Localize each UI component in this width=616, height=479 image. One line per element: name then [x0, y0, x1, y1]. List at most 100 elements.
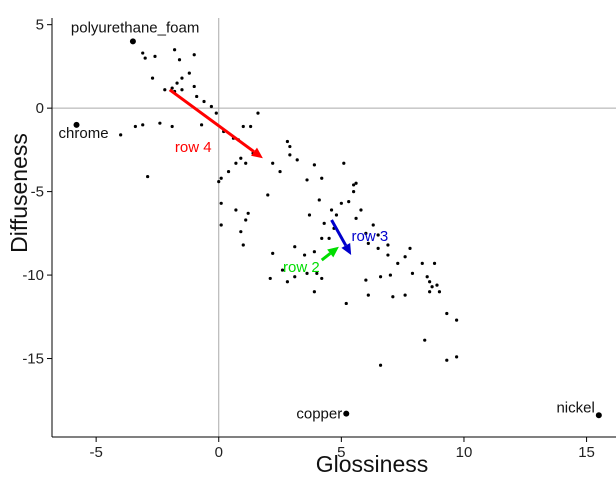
data-point — [329, 208, 334, 212]
data-point — [420, 261, 424, 265]
data-point — [312, 250, 316, 254]
labeled-point-marker — [343, 410, 350, 417]
data-point — [455, 355, 459, 359]
y-tick-label: 5 — [36, 17, 44, 34]
data-point — [388, 273, 392, 277]
data-point — [173, 48, 177, 52]
data-point — [322, 221, 326, 225]
data-point — [347, 200, 351, 204]
point-label: polyurethane_foam — [71, 19, 199, 36]
y-tick-label: -5 — [31, 184, 44, 201]
data-point — [435, 283, 439, 287]
data-point — [246, 211, 250, 215]
data-point — [199, 123, 204, 127]
data-point — [244, 161, 248, 165]
data-point — [428, 290, 432, 294]
data-point — [219, 176, 223, 180]
y-tick-label: -10 — [22, 267, 44, 284]
data-point — [376, 246, 380, 250]
data-point — [445, 311, 449, 316]
y-axis-title: Diffuseness — [6, 133, 32, 253]
x-tick-label: -5 — [89, 444, 102, 461]
data-point — [359, 208, 363, 212]
arrow-label: row 4 — [175, 139, 212, 156]
data-point — [293, 275, 297, 279]
data-point — [234, 161, 238, 165]
data-point — [352, 190, 356, 194]
labeled-point-marker — [129, 38, 136, 45]
data-point — [271, 251, 275, 255]
data-point — [315, 271, 319, 276]
data-point — [386, 243, 390, 247]
data-point — [278, 169, 282, 174]
data-point — [214, 111, 218, 115]
data-point — [177, 58, 182, 62]
x-tick-label: 15 — [578, 444, 595, 461]
data-point — [305, 178, 309, 182]
data-point — [288, 144, 292, 149]
data-point — [146, 174, 150, 179]
tick-labels: -5 0 5 10 15 5 0 -5 -10 -15 — [22, 17, 595, 461]
data-point — [219, 201, 223, 205]
data-point — [320, 276, 324, 281]
data-point — [430, 285, 434, 289]
arrow-label: row 2 — [283, 259, 320, 276]
arrow-head — [327, 246, 339, 258]
data-point — [153, 54, 157, 58]
data-point — [219, 223, 223, 227]
data-point — [371, 223, 375, 227]
data-point — [386, 253, 390, 257]
data-point — [408, 246, 412, 250]
data-point — [241, 124, 245, 129]
data-point — [285, 139, 290, 144]
data-point — [320, 176, 324, 180]
data-point — [170, 124, 174, 129]
data-point — [268, 276, 272, 281]
data-point — [195, 94, 199, 99]
data-point — [244, 218, 248, 222]
data-point — [376, 233, 380, 237]
data-point — [249, 124, 253, 129]
data-point — [423, 338, 427, 342]
data-point — [209, 104, 213, 109]
data-points — [119, 48, 459, 367]
data-point — [266, 193, 270, 197]
labeled-point-marker — [73, 121, 80, 128]
data-point — [226, 169, 231, 174]
arrow-shaft — [168, 88, 255, 153]
point-label: copper — [296, 406, 342, 423]
data-point — [202, 99, 206, 104]
data-point — [425, 275, 429, 279]
data-point — [455, 318, 459, 322]
arrow-shaft — [320, 252, 332, 262]
data-point — [143, 56, 147, 60]
data-point — [354, 216, 358, 220]
data-point — [239, 156, 243, 160]
data-point — [217, 179, 221, 184]
data-point — [180, 76, 184, 80]
data-point — [352, 183, 356, 187]
data-point — [141, 51, 145, 55]
data-point — [312, 290, 316, 294]
y-tick-label: -15 — [22, 351, 44, 368]
data-point — [241, 243, 245, 247]
data-point — [150, 76, 155, 80]
data-point — [344, 301, 348, 306]
labeled-point-marker — [595, 412, 602, 419]
data-point — [378, 363, 383, 367]
data-point — [391, 295, 395, 299]
data-point — [163, 88, 167, 92]
data-point — [354, 181, 358, 185]
data-point — [410, 271, 415, 276]
data-point — [285, 280, 290, 284]
arrow-label: row 3 — [352, 228, 389, 245]
data-point — [288, 153, 292, 157]
point-label: chrome — [59, 125, 109, 142]
data-point — [293, 245, 297, 249]
data-point — [396, 261, 400, 265]
x-tick-label: 5 — [337, 444, 345, 461]
data-point — [432, 261, 437, 265]
data-point — [280, 268, 285, 272]
